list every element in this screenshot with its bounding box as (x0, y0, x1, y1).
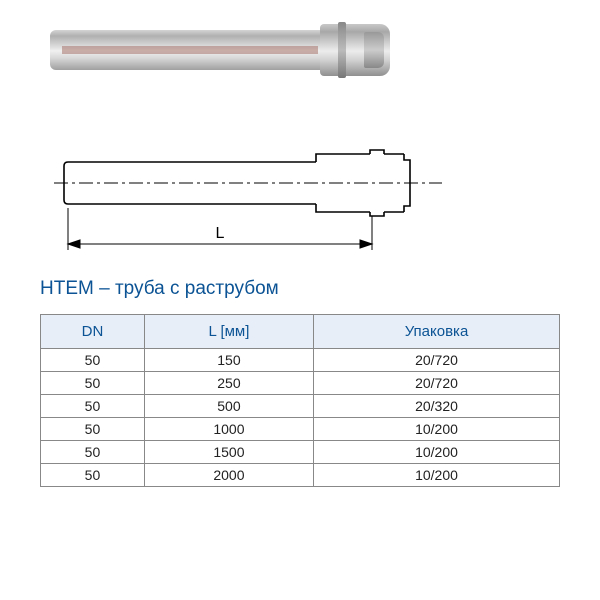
pipe-stripe (62, 46, 318, 54)
table-row: 50150010/200 (41, 441, 560, 464)
col-header-dn: DN (41, 315, 145, 349)
table-cell: 10/200 (314, 418, 560, 441)
dimension-label: L (216, 225, 225, 242)
table-row: 5050020/320 (41, 395, 560, 418)
pipe-diagram-area: L (50, 138, 560, 268)
pipe-photo-area (50, 20, 560, 110)
table-cell: 250 (144, 372, 313, 395)
table-cell: 50 (41, 418, 145, 441)
table-cell: 20/320 (314, 395, 560, 418)
col-header-pack: Упаковка (314, 315, 560, 349)
table-cell: 10/200 (314, 441, 560, 464)
table-cell: 500 (144, 395, 313, 418)
spec-table: DN L [мм] Упаковка 5015020/7205025020/72… (40, 314, 560, 487)
pipe-socket (320, 24, 390, 76)
product-title: HTEM – труба с раструбом (40, 278, 560, 300)
table-cell: 1000 (144, 418, 313, 441)
table-row: 5015020/720 (41, 349, 560, 372)
table-row: 5025020/720 (41, 372, 560, 395)
table-row: 50200010/200 (41, 464, 560, 487)
pipe-diagram: L (50, 138, 450, 268)
table-cell: 1500 (144, 441, 313, 464)
table-cell: 20/720 (314, 372, 560, 395)
table-cell: 20/720 (314, 349, 560, 372)
table-cell: 50 (41, 441, 145, 464)
table-cell: 50 (41, 372, 145, 395)
table-cell: 10/200 (314, 464, 560, 487)
table-cell: 150 (144, 349, 313, 372)
table-cell: 50 (41, 395, 145, 418)
pipe-photo (50, 20, 390, 78)
table-row: 50100010/200 (41, 418, 560, 441)
table-cell: 2000 (144, 464, 313, 487)
table-cell: 50 (41, 464, 145, 487)
table-cell: 50 (41, 349, 145, 372)
col-header-l: L [мм] (144, 315, 313, 349)
pipe-socket-inner (364, 32, 384, 68)
